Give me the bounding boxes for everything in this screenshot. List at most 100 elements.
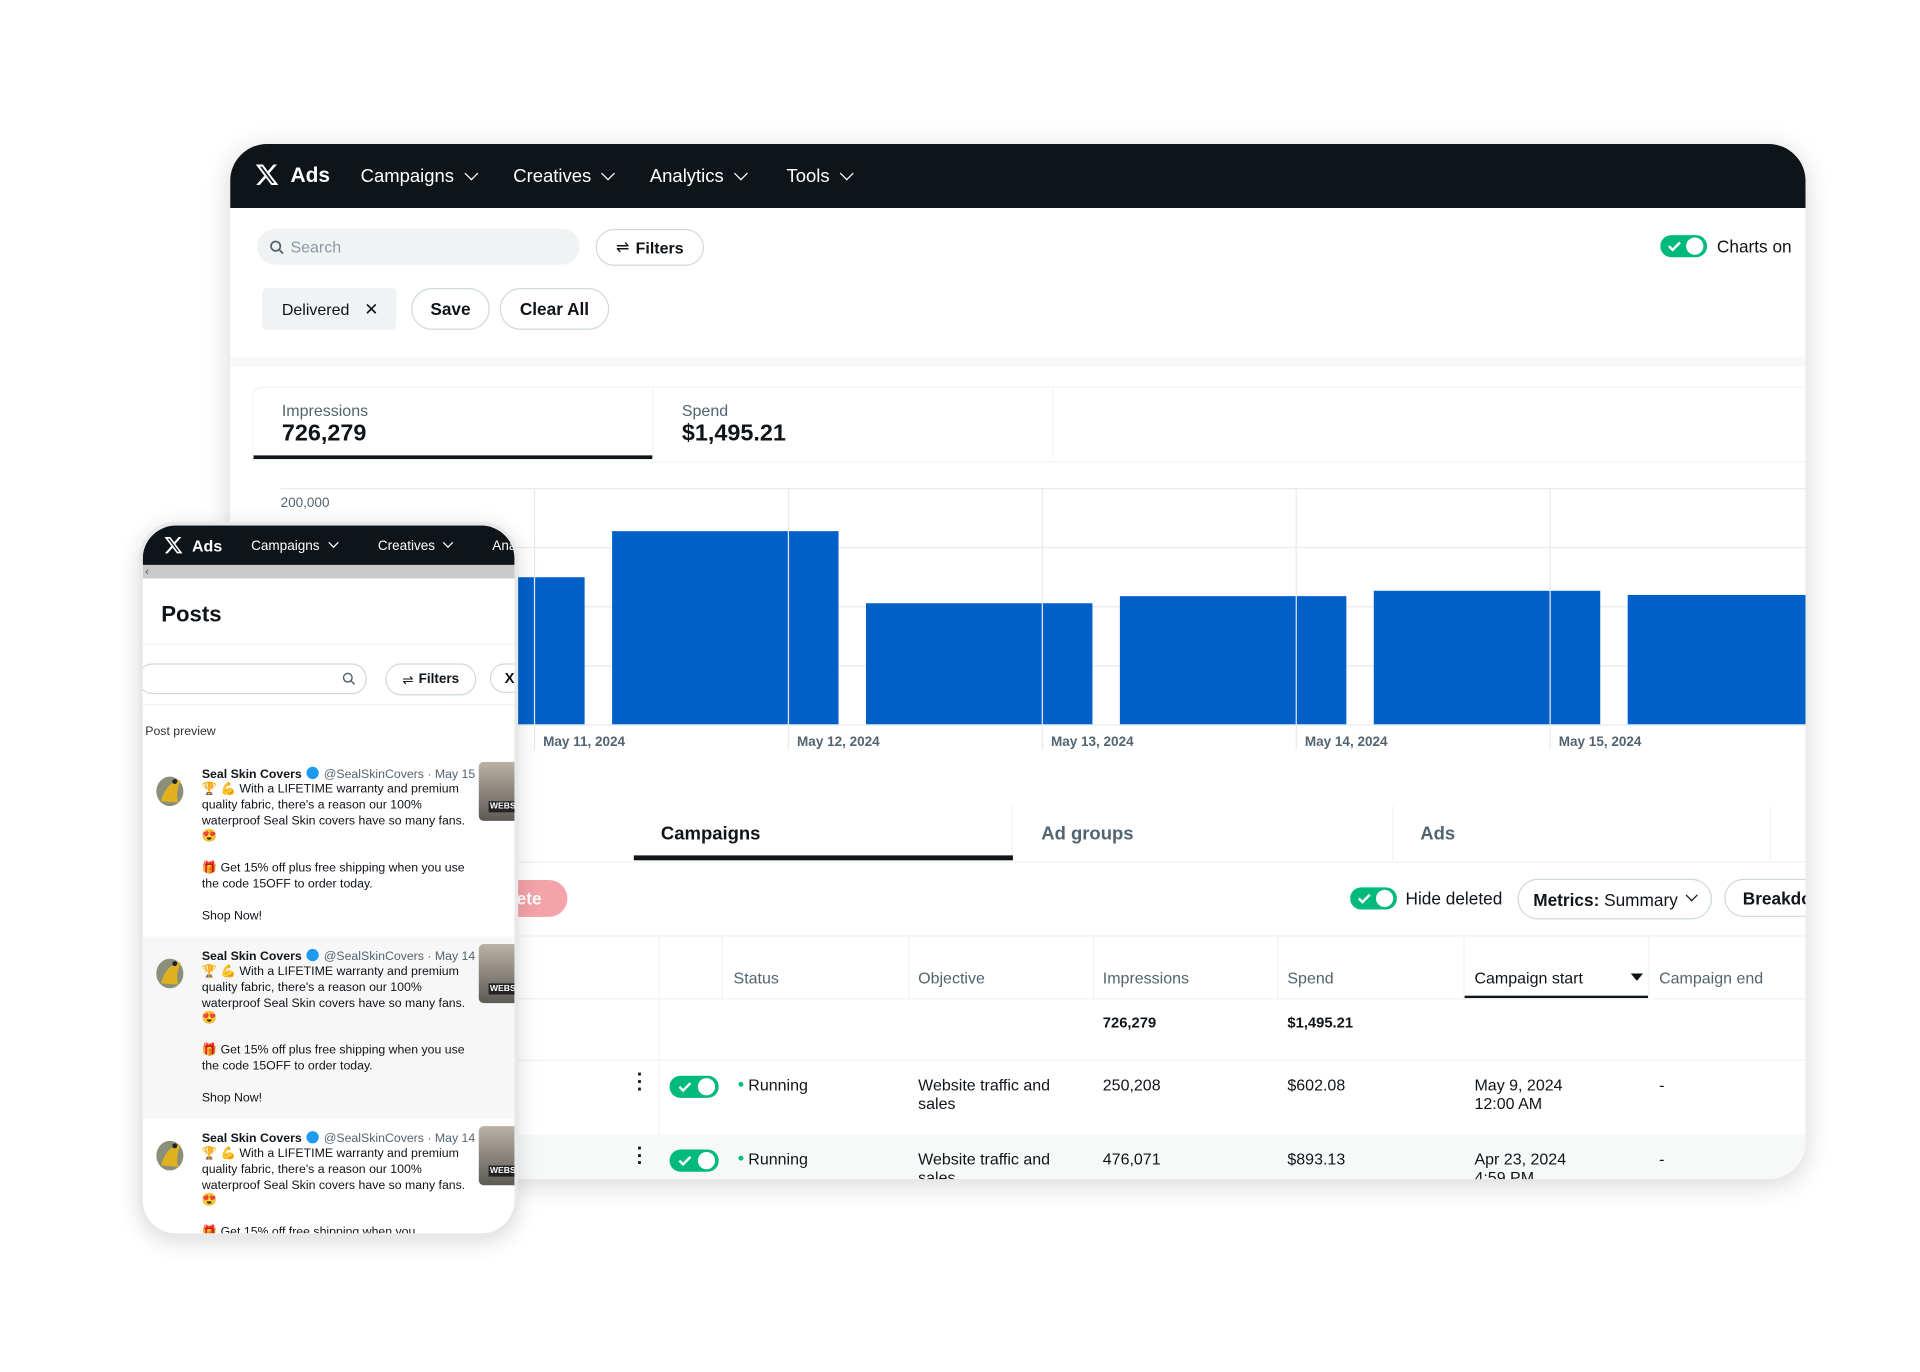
thumbnail-label: WEBS	[488, 983, 515, 995]
avatar	[150, 1134, 189, 1173]
status-dot	[738, 1155, 744, 1161]
post-thumbnail: WEBS	[478, 1126, 515, 1186]
nav-label[interactable]: Creatives	[377, 539, 436, 554]
post-card: Seal Skin Covers @SealSkinCovers · May 15…	[142, 754, 515, 937]
clear-label[interactable]: X	[504, 669, 515, 687]
clear-button[interactable]: X	[489, 663, 515, 693]
chip-remove[interactable]: ✕	[364, 299, 379, 319]
nav-item[interactable]: Creatives	[377, 537, 454, 554]
top-nav: Ads Campaigns Creatives Analytics Tools	[230, 144, 1806, 209]
section-label: Post preview	[145, 724, 216, 739]
filters-button[interactable]: ⇌ Filters	[385, 663, 477, 696]
post-cta: Shop Now!	[201, 909, 263, 923]
cell: -	[1659, 1075, 1665, 1095]
metrics-label[interactable]: Metrics:	[1533, 889, 1600, 909]
post-body: 🏆 💪 With a LIFETIME warranty and premium…	[202, 965, 475, 1119]
post-text: 🏆 💪 With a LIFETIME warranty and premium…	[201, 782, 466, 844]
metrics-dropdown[interactable]: Metrics: Summary	[1517, 878, 1713, 920]
cell: $893.13	[1287, 1149, 1346, 1169]
verified-badge	[306, 1131, 319, 1144]
filters-button[interactable]: ⇌ Filters	[595, 228, 705, 266]
metric-value: 726,279	[281, 420, 367, 447]
tab[interactable]: Ads	[1420, 823, 1456, 845]
metric-divider	[1052, 387, 1054, 458]
save-button[interactable]: Save	[411, 288, 490, 330]
post-body: 🏆 💪 With a LIFETIME warranty and premium…	[202, 783, 475, 937]
bar	[612, 531, 839, 725]
column-header-sorted[interactable]: Campaign start	[1474, 968, 1583, 988]
post-offer: 🎁 Get 15% off free shipping when you	[201, 1226, 416, 1237]
hide-deleted-toggle[interactable]	[1350, 886, 1397, 911]
cell: Running	[748, 1149, 808, 1169]
nav-item[interactable]: Campaigns	[251, 537, 339, 554]
thumbnail-label: WEBS	[488, 1165, 515, 1177]
cell: Website traffic and sales	[918, 1149, 1051, 1180]
post-meta: @SealSkinCovers · May 15	[323, 768, 476, 782]
column-header[interactable]: Campaign end	[1659, 968, 1764, 988]
filters-label[interactable]: Filters	[635, 238, 684, 257]
nav-item[interactable]: Campaigns	[360, 166, 479, 188]
search-box[interactable]: Search	[257, 228, 580, 265]
x-tick-label: May 15, 2024	[1559, 734, 1642, 749]
nav-item[interactable]: Analytics	[492, 539, 519, 554]
search-icon	[270, 240, 284, 255]
verified-badge	[306, 948, 319, 962]
search-placeholder: Search	[290, 237, 342, 257]
mobile-nav: Ads Campaigns Creatives Analytics	[142, 525, 519, 565]
post-header: Seal Skin Covers @SealSkinCovers · May 15	[202, 766, 476, 782]
metrics-value[interactable]: Summary	[1604, 889, 1678, 909]
col-divider	[721, 935, 723, 999]
post-thumbnail: WEBS	[478, 944, 515, 1004]
table-top-border	[230, 935, 1806, 937]
col-divider	[1092, 935, 1095, 999]
status-dot	[738, 1081, 744, 1087]
nav-item[interactable]: Tools	[786, 166, 854, 188]
cell: Website traffic and sales	[918, 1075, 1051, 1113]
row-toggle[interactable]	[669, 1074, 719, 1105]
mobile-search[interactable]	[142, 663, 367, 695]
column-header[interactable]: Spend	[1287, 968, 1334, 988]
section-divider	[230, 356, 1806, 367]
post-meta: @SealSkinCovers · May 14	[323, 950, 476, 964]
thumbnail-label: WEBS	[488, 801, 515, 813]
filter-chip[interactable]: Delivered ✕	[262, 288, 397, 330]
nav-item[interactable]: Creatives	[513, 166, 616, 188]
nav-item[interactable]: Analytics	[649, 166, 748, 188]
total-impressions: 726,279	[1102, 1014, 1157, 1032]
save-label[interactable]: Save	[430, 299, 471, 319]
breakdown-button[interactable]: Breakdown	[1724, 878, 1806, 917]
metric-divider	[652, 387, 654, 458]
filters-label[interactable]: Filters	[418, 672, 460, 687]
x-logo	[164, 537, 183, 554]
row-menu[interactable]: · · ·	[636, 1064, 644, 1101]
sort-underline	[1464, 995, 1649, 999]
row-toggle[interactable]	[669, 1148, 719, 1179]
post-offer: 🎁 Get 15% off plus free shipping when yo…	[201, 1043, 465, 1074]
page-heading: Posts	[161, 601, 222, 627]
heading-border	[142, 643, 515, 645]
clear-button[interactable]: Clear All	[499, 288, 610, 330]
toolbar-border	[142, 704, 515, 706]
cell: $602.08	[1287, 1075, 1346, 1095]
column-header[interactable]: Impressions	[1102, 968, 1190, 988]
tab[interactable]: Ad groups	[1041, 823, 1134, 845]
column-header[interactable]: Status	[733, 968, 779, 988]
tab-active[interactable]: Campaigns	[660, 823, 761, 845]
breakdown-label[interactable]: Breakdown	[1742, 888, 1806, 908]
author-name: Seal Skin Covers	[201, 950, 302, 964]
charts-toggle[interactable]	[1660, 234, 1708, 259]
hide-deleted-label: Hide deleted	[1405, 888, 1503, 909]
nav-label[interactable]: Creatives	[513, 166, 592, 188]
row-menu[interactable]: · · ·	[636, 1138, 644, 1175]
tab-divider	[1011, 806, 1013, 861]
x-tick-label: May 14, 2024	[1305, 734, 1388, 749]
nav-label[interactable]: Campaigns	[251, 539, 320, 554]
column-header[interactable]: Objective	[918, 968, 985, 988]
nav-label[interactable]: Campaigns	[360, 166, 455, 188]
post-thumbnail: WEBS	[478, 761, 515, 821]
nav-label[interactable]: Tools	[786, 166, 830, 188]
nav-label[interactable]: Analytics	[649, 166, 724, 188]
row-border	[230, 1059, 1806, 1061]
clear-label[interactable]: Clear All	[519, 299, 590, 319]
